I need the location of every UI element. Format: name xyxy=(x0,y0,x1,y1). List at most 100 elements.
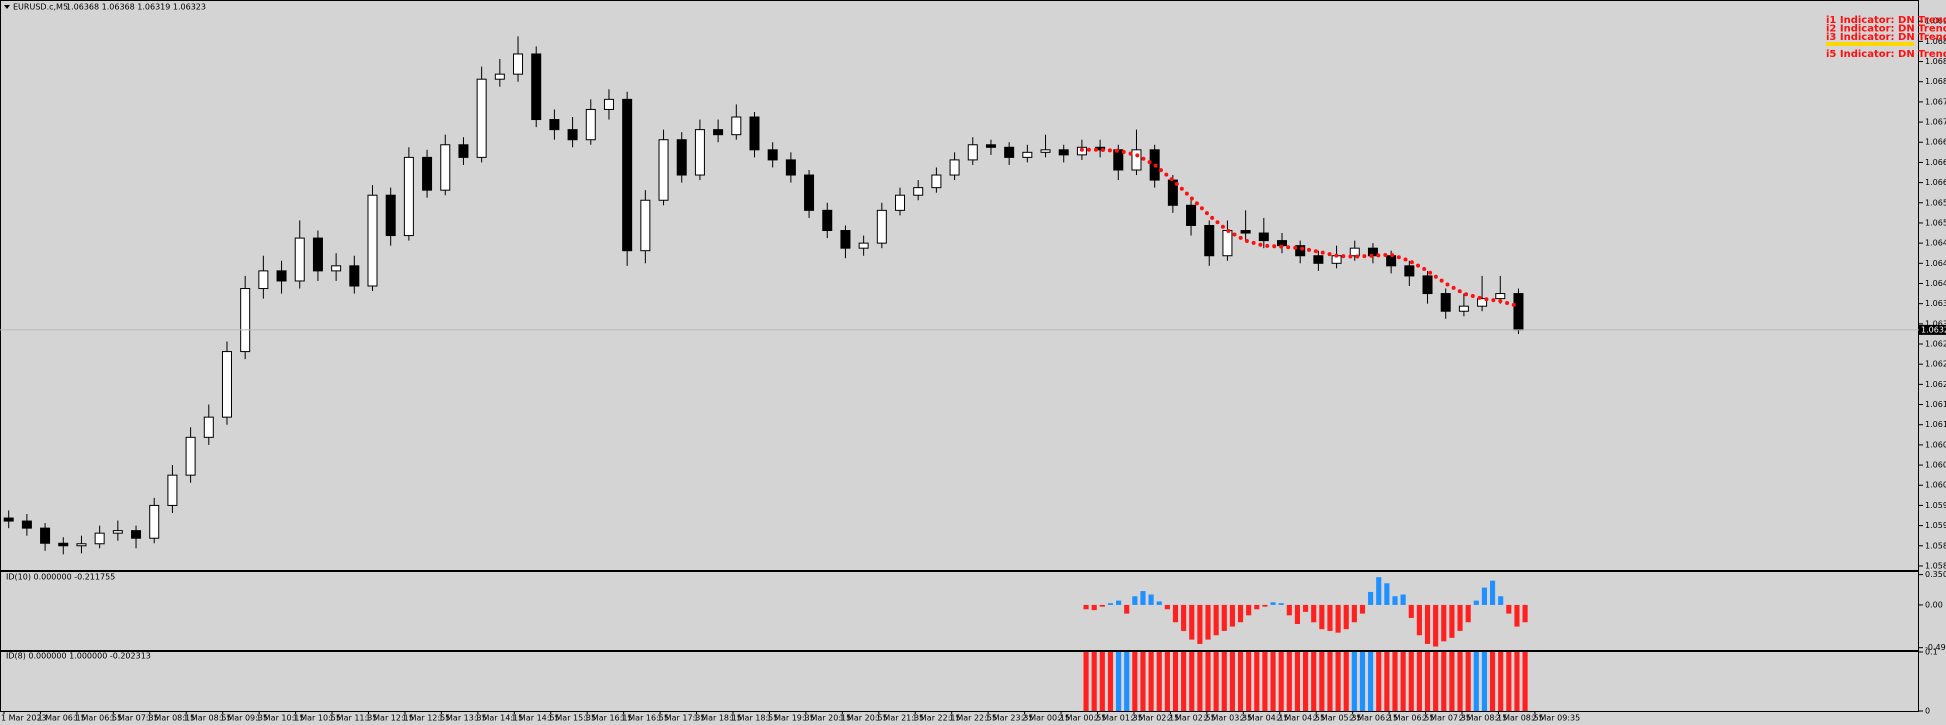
x-tick-label: 1 Mar 06:15 xyxy=(37,714,85,723)
x-tick-label: 2 Mar 02:15 xyxy=(1131,714,1179,723)
candle-body xyxy=(312,237,323,272)
pane-label: ID(8) 0.000000 1.000000 -0.202313 xyxy=(6,652,151,661)
x-tick-label: 2 Mar 04:55 xyxy=(1277,714,1325,723)
histogram-bar xyxy=(1303,604,1309,612)
y-tick-label: 1.06575 xyxy=(1925,198,1946,207)
histogram-bar xyxy=(1335,604,1341,633)
x-tick-label: 1 Mar 12:15 xyxy=(366,714,414,723)
x-tick-label: 1 Mar 07:35 xyxy=(110,714,158,723)
candle-body xyxy=(749,116,760,151)
candle-body xyxy=(967,144,978,161)
indicator-status: i5 Indicator: DN Trend xyxy=(1826,49,1946,60)
candle-body xyxy=(221,351,232,418)
histogram-bar xyxy=(1140,591,1146,605)
y-tick-label: 0.1 xyxy=(1925,648,1938,657)
x-tick-label: 2 Mar 08:15 xyxy=(1459,714,1507,723)
candle-body xyxy=(1186,204,1197,226)
histogram-bar xyxy=(1514,604,1520,627)
candle-body xyxy=(3,517,14,522)
candle-body xyxy=(895,194,906,211)
y-tick-label: -0.493134 xyxy=(1925,643,1946,652)
candle-body xyxy=(1386,255,1397,267)
histogram-bar xyxy=(1181,604,1187,631)
y-tick-label: 1.06615 xyxy=(1925,178,1946,187)
histogram-bar xyxy=(1270,652,1276,711)
histogram-bar xyxy=(1311,652,1317,711)
y-tick-label: 1.06535 xyxy=(1925,218,1946,227)
candle-body xyxy=(1422,275,1433,295)
histogram-bar xyxy=(1343,604,1349,630)
candle-body xyxy=(331,265,342,272)
histogram-bar xyxy=(1311,604,1317,623)
histogram-bar xyxy=(1246,604,1252,616)
histogram-bar xyxy=(1148,594,1154,605)
candle-body xyxy=(112,530,123,534)
histogram-bar xyxy=(1400,652,1406,711)
histogram-bar xyxy=(1433,604,1439,647)
candle-body xyxy=(1258,232,1269,242)
histogram-bar xyxy=(1490,580,1496,605)
candle-body xyxy=(476,78,487,158)
candle-body xyxy=(240,288,251,353)
histogram-bar xyxy=(1099,604,1105,607)
x-tick-label: 1 Mar 12:55 xyxy=(402,714,450,723)
histogram-bar xyxy=(1278,652,1284,711)
histogram-bar xyxy=(1124,652,1130,711)
candle-body xyxy=(567,129,578,141)
histogram-bar xyxy=(1091,604,1097,611)
y-tick-label: 1.06775 xyxy=(1925,97,1946,106)
candle-body xyxy=(731,116,742,136)
candle-body xyxy=(422,156,433,191)
indicator-status: i3 Indicator: DN Trend xyxy=(1826,32,1946,43)
candle-body xyxy=(1513,293,1524,331)
x-tick-label: 2 Mar 03:35 xyxy=(1204,714,1252,723)
x-tick-label: 1 Mar 11:35 xyxy=(329,714,377,723)
x-tick-label: 1 Mar 22:55 xyxy=(949,714,997,723)
histogram-bar xyxy=(1132,596,1138,605)
y-tick-label: 1.06735 xyxy=(1925,118,1946,127)
histogram-bar xyxy=(1416,652,1422,711)
histogram-bar xyxy=(1189,604,1195,640)
candle-body xyxy=(1058,149,1069,156)
y-tick-label: 1.06135 xyxy=(1925,420,1946,429)
x-tick-label: 1 Mar 20:15 xyxy=(803,714,851,723)
candle-body xyxy=(1222,230,1233,257)
candle-body xyxy=(1004,146,1015,158)
indicator-line xyxy=(1079,147,1521,309)
x-tick-label: 1 Mar 17:35 xyxy=(657,714,705,723)
histogram-bar xyxy=(1107,652,1114,711)
candle-body xyxy=(622,98,633,252)
y-tick-label: 1.05895 xyxy=(1925,541,1946,550)
candle-body xyxy=(985,144,996,148)
x-tick-label: 1 Mar 2023 xyxy=(1,714,47,723)
histogram-bar xyxy=(1351,604,1357,623)
histogram-bar xyxy=(1368,652,1374,711)
candle-body xyxy=(949,159,960,176)
histogram-bar xyxy=(1205,604,1211,640)
histogram-bar xyxy=(1506,652,1512,711)
y-tick-label: 0.00 xyxy=(1925,600,1943,609)
histogram-bar xyxy=(1465,652,1471,711)
candle-body xyxy=(1404,265,1415,277)
y-tick-label: 1.06295 xyxy=(1925,340,1946,349)
histogram-bar xyxy=(1392,596,1398,605)
histogram-bar xyxy=(1408,604,1414,618)
x-tick-label: 2 Mar 06:15 xyxy=(1350,714,1398,723)
histogram-bar xyxy=(1359,604,1366,614)
candle-body xyxy=(1240,230,1251,234)
x-tick-label: 1 Mar 14:55 xyxy=(511,714,559,723)
candle-body xyxy=(131,530,142,539)
y-tick-label: 1.06935 xyxy=(1925,17,1946,26)
y-tick-label: 1.06695 xyxy=(1925,138,1946,147)
x-tick-label: 1 Mar 19:35 xyxy=(766,714,814,723)
histogram-bar xyxy=(1286,604,1292,616)
x-tick-label: 2 Mar 09:35 xyxy=(1532,714,1580,723)
histogram-bar xyxy=(1473,652,1479,711)
candle-body xyxy=(513,53,524,75)
x-tick-label: 2 Mar 00:55 xyxy=(1058,714,1106,723)
candle-body xyxy=(1131,149,1142,171)
candle-body xyxy=(167,474,178,506)
x-tick-label: 1 Mar 10:15 xyxy=(256,714,304,723)
histogram-bar xyxy=(1091,652,1097,711)
histogram-bar xyxy=(1457,604,1463,631)
